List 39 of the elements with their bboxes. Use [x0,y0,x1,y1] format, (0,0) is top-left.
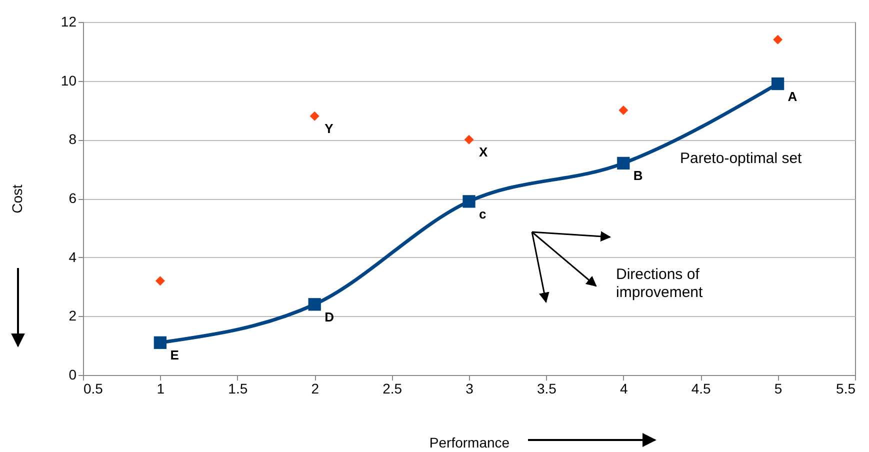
point [773,34,783,44]
point [617,156,630,170]
x-tick-label: 2 [311,380,320,396]
annotation: X [479,144,488,160]
point [155,276,165,286]
y-tick-label: 4 [68,248,77,265]
y-axis-title: Cost [8,184,25,214]
x-tick-label: 2.5 [382,380,402,396]
annotation: Y [324,121,334,136]
annotation: B [633,168,643,184]
point [771,77,784,90]
point [310,111,320,121]
point [308,298,321,311]
y-tick-label: 12 [60,14,77,30]
x-tick-label: 4.5 [691,380,712,396]
point [464,134,474,144]
annotation: Pareto-optimal set [680,150,802,168]
y-tick-label: 8 [68,131,77,148]
annotation: c [479,206,486,222]
y-tick-label: 2 [68,308,77,324]
y-tick-label: 6 [68,190,77,206]
x-axis-title: Performance [429,434,510,450]
y-tick-label: 0 [68,366,77,382]
x-tick-label: 0.5 [84,380,104,396]
x-tick-label: 3.5 [536,380,557,396]
x-tick-label: 1 [156,380,165,396]
x-tick-label: 5 [774,380,782,396]
x-tick-label: 4 [620,380,628,396]
point [154,336,167,349]
x-tick-label: 5.5 [836,380,856,396]
x-tick-label: 3 [466,380,474,396]
x-tick-label: 1.5 [228,380,248,396]
y-tick-label: 10 [60,72,77,88]
annotation: Directions of improvement [616,266,703,302]
point [462,195,476,208]
annotation: D [324,309,334,324]
annotation: A [788,88,798,104]
point [618,106,628,115]
annotation: E [170,348,180,363]
